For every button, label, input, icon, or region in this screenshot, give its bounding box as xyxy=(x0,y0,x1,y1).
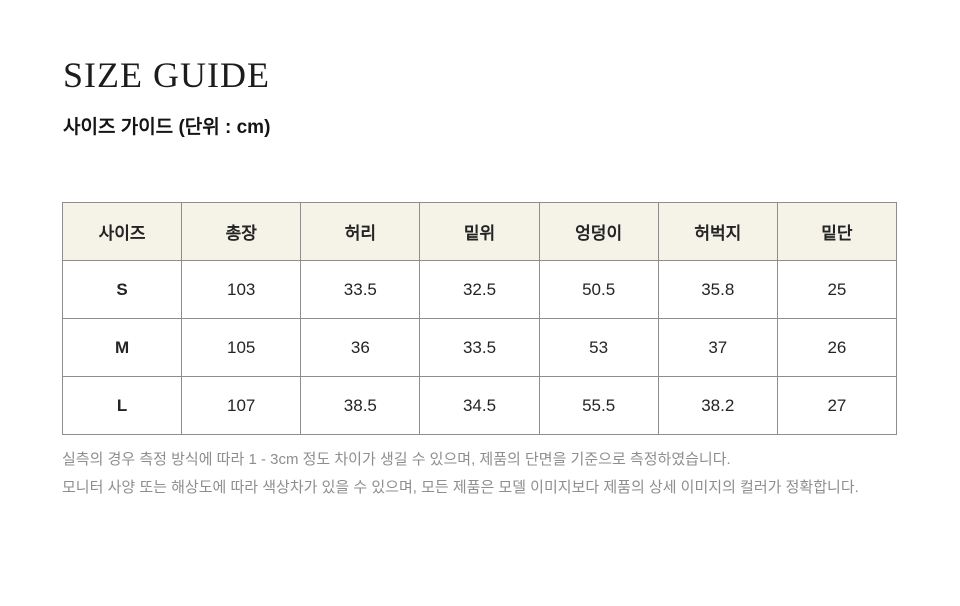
cell-value: 32.5 xyxy=(419,260,540,319)
column-header-size: 사이즈 xyxy=(61,202,183,261)
cell-value: 34.5 xyxy=(419,376,540,435)
size-table-header: 사이즈 총장 허리 밑위 엉덩이 허벅지 밑단 xyxy=(61,202,898,261)
cell-value: 33.5 xyxy=(419,318,540,377)
cell-value: 107 xyxy=(181,376,302,435)
column-header-total-length: 총장 xyxy=(181,202,302,261)
table-row: S 103 33.5 32.5 50.5 35.8 25 xyxy=(61,260,898,319)
column-header-hem: 밑단 xyxy=(776,202,898,261)
size-label: L xyxy=(61,376,183,435)
cell-value: 55.5 xyxy=(538,376,659,435)
cell-value: 38.2 xyxy=(657,376,778,435)
cell-value: 50.5 xyxy=(538,260,659,319)
column-header-thigh: 허벅지 xyxy=(657,202,778,261)
cell-value: 25 xyxy=(776,260,898,319)
column-header-waist: 허리 xyxy=(300,202,421,261)
cell-value: 53 xyxy=(538,318,659,377)
size-table: 사이즈 총장 허리 밑위 엉덩이 허벅지 밑단 S 103 33.5 32.5 … xyxy=(61,202,898,435)
page-subtitle: 사이즈 가이드 (단위 : cm) xyxy=(63,117,271,138)
measurement-notes: 실측의 경우 측정 방식에 따라 1 - 3cm 정도 차이가 생길 수 있으며… xyxy=(62,446,859,502)
table-header-row: 사이즈 총장 허리 밑위 엉덩이 허벅지 밑단 xyxy=(61,202,898,261)
table-row: M 105 36 33.5 53 37 26 xyxy=(61,318,898,377)
cell-value: 27 xyxy=(776,376,898,435)
column-header-hip: 엉덩이 xyxy=(538,202,659,261)
cell-value: 37 xyxy=(657,318,778,377)
page-title: SIZE GUIDE xyxy=(63,55,270,95)
cell-value: 105 xyxy=(181,318,302,377)
column-header-rise: 밑위 xyxy=(419,202,540,261)
cell-value: 26 xyxy=(776,318,898,377)
size-table-body: S 103 33.5 32.5 50.5 35.8 25 M 105 36 33… xyxy=(61,260,898,435)
cell-value: 103 xyxy=(181,260,302,319)
note-line: 실측의 경우 측정 방식에 따라 1 - 3cm 정도 차이가 생길 수 있으며… xyxy=(62,451,731,468)
note-line: 모니터 사양 또는 해상도에 따라 색상차가 있을 수 있으며, 모든 제품은 … xyxy=(62,479,859,496)
cell-value: 35.8 xyxy=(657,260,778,319)
cell-value: 38.5 xyxy=(300,376,421,435)
table-row: L 107 38.5 34.5 55.5 38.2 27 xyxy=(61,376,898,435)
cell-value: 36 xyxy=(300,318,421,377)
size-label: S xyxy=(61,260,183,319)
size-label: M xyxy=(61,318,183,377)
cell-value: 33.5 xyxy=(300,260,421,319)
